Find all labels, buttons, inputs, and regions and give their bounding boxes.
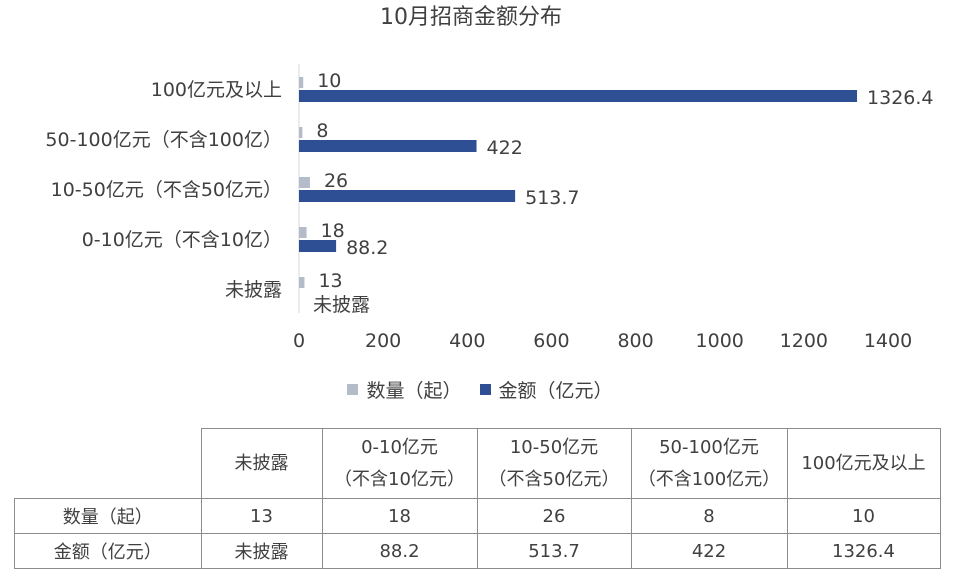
table-row-label: 金额（亿元） — [14, 533, 202, 569]
data-table: 未披露 0-10亿元 （不含10亿元） 10-50亿元 （不含50亿元） 50-… — [14, 428, 941, 569]
bar-chart: 10月招商金额分布 100亿元及以上 10 1326.4 50-100亿元（不含100… — [45, 5, 933, 352]
data-label-count: 10 — [317, 70, 341, 92]
table-cell: 88.2 — [321, 533, 478, 569]
table-header-row: 未披露 0-10亿元 （不含10亿元） 10-50亿元 （不含50亿元） 50-… — [14, 428, 941, 499]
table-header-cell: 100亿元及以上 — [786, 428, 941, 499]
x-tick-label: 1400 — [864, 330, 912, 352]
table-header-cell: 50-100亿元 （不含100亿元） — [630, 428, 788, 499]
legend-item-amount: 金额（亿元） — [479, 376, 613, 403]
table-cell: 513.7 — [476, 533, 632, 569]
x-tick-label: 0 — [293, 330, 305, 352]
y-tick-label: 100亿元及以上 — [151, 79, 282, 101]
bar-count — [299, 277, 305, 288]
table-cell: 10 — [786, 498, 941, 534]
table-cell: 18 — [321, 498, 478, 534]
x-tick-label: 800 — [617, 330, 653, 352]
legend-label-count: 数量（起） — [366, 379, 462, 402]
data-label-amount: 422 — [487, 137, 523, 159]
x-tick-label: 200 — [365, 330, 401, 352]
x-tick-label: 600 — [533, 330, 569, 352]
bar-amount — [299, 90, 858, 102]
table-header-cell: 未披露 — [200, 428, 323, 499]
y-tick-label: 未披露 — [225, 279, 282, 301]
bar-count — [299, 227, 307, 238]
bar-count — [299, 77, 304, 88]
table-cell: 未披露 — [200, 533, 323, 569]
x-tick-label: 400 — [449, 330, 485, 352]
bar-count — [299, 177, 310, 188]
legend-label-amount: 金额（亿元） — [498, 379, 613, 402]
data-label-amount: 1326.4 — [867, 87, 933, 109]
table-cell: 26 — [476, 498, 632, 534]
table-row: 金额（亿元） 未披露 88.2 513.7 422 1326.4 — [14, 533, 941, 569]
chart-title: 10月招商金额分布 — [380, 5, 562, 30]
data-label-count: 13 — [318, 270, 342, 292]
data-label-count: 8 — [316, 120, 328, 142]
bar-amount — [299, 240, 337, 252]
legend-item-count: 数量（起） — [347, 376, 462, 403]
data-label-amount: 88.2 — [346, 237, 388, 259]
legend-swatch-amount — [479, 383, 491, 395]
table-row-label: 数量（起） — [14, 498, 202, 534]
data-label-count: 18 — [321, 220, 345, 242]
data-label-amount: 未披露 — [313, 294, 370, 316]
legend: 数量（起） 金额（亿元） — [0, 374, 960, 404]
table-cell: 422 — [630, 533, 788, 569]
bar-amount — [299, 140, 477, 152]
y-tick-label: 10-50亿元（不含50亿元） — [51, 179, 282, 201]
legend-swatch-count — [347, 383, 359, 395]
data-label-amount: 513.7 — [525, 187, 579, 209]
bar-count — [299, 127, 303, 138]
x-tick-label: 1000 — [696, 330, 744, 352]
data-label-count: 26 — [324, 170, 348, 192]
table-header-cell: 0-10亿元 （不含10亿元） — [321, 428, 478, 499]
y-tick-label: 0-10亿元（不含10亿） — [82, 229, 282, 251]
y-tick-label: 50-100亿元（不含100亿） — [45, 129, 282, 151]
x-tick-label: 1200 — [780, 330, 828, 352]
table-corner-cell — [14, 428, 202, 499]
table-cell: 13 — [200, 498, 323, 534]
table-header-cell: 10-50亿元 （不含50亿元） — [476, 428, 632, 499]
table-cell: 1326.4 — [786, 533, 941, 569]
bar-amount — [299, 190, 516, 202]
table-cell: 8 — [630, 498, 788, 534]
table-row: 数量（起） 13 18 26 8 10 — [14, 498, 941, 534]
